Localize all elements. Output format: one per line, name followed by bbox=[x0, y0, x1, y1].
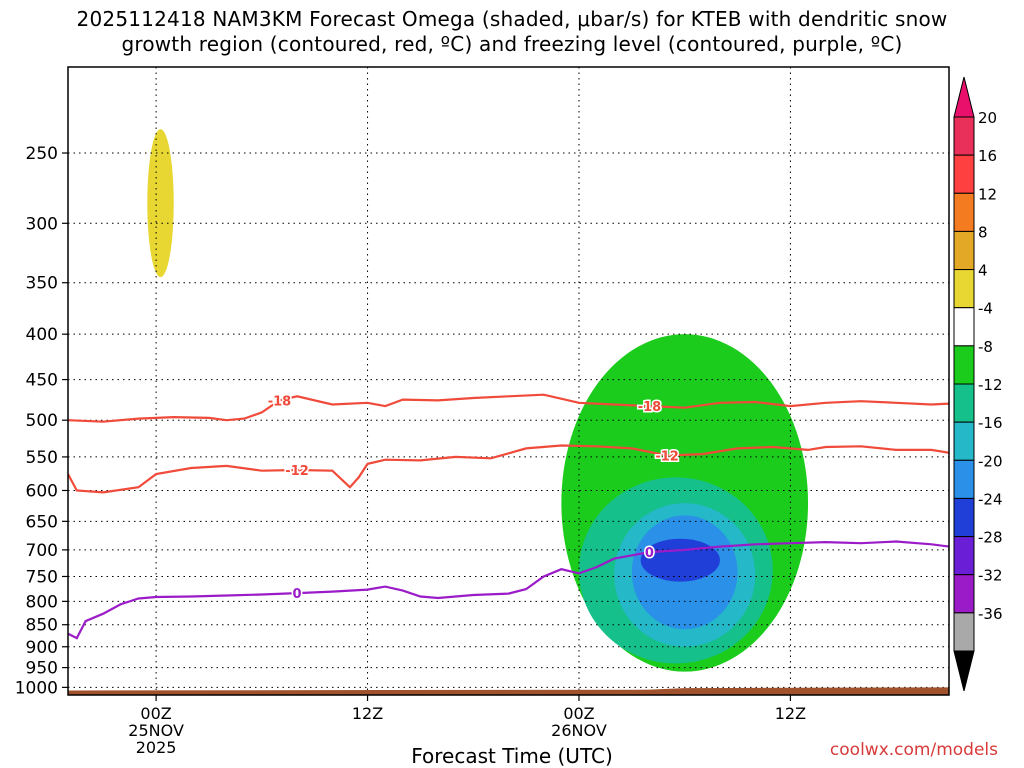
y-tick-label-500: 500 bbox=[26, 411, 58, 431]
contour-label--18-1: -18 bbox=[638, 400, 662, 415]
colorbar-label-13: -36 bbox=[978, 605, 1003, 623]
contour-label-0-0: 0 bbox=[293, 587, 302, 602]
contour-label--18-0: -18 bbox=[268, 394, 292, 409]
x-tick-label-2: 00Z bbox=[563, 704, 594, 723]
y-tick-label-750: 750 bbox=[26, 567, 58, 587]
colorbar-swatch-6 bbox=[953, 345, 975, 385]
contour-label-0-1: 0 bbox=[645, 546, 654, 561]
x-axis-label: Forecast Time (UTC) bbox=[411, 744, 613, 768]
y-tick-label-400: 400 bbox=[26, 325, 58, 345]
colorbar-swatch-10 bbox=[953, 497, 975, 538]
y-tick-label-950: 950 bbox=[26, 659, 58, 679]
plot-frame bbox=[67, 66, 950, 696]
grid-lines bbox=[68, 67, 949, 695]
colorbar-label-7: -12 bbox=[978, 376, 1003, 394]
contour-0 bbox=[68, 540, 949, 640]
colorbar-swatch-9 bbox=[953, 459, 975, 499]
colorbar-swatch-13 bbox=[953, 612, 975, 652]
colorbar-label-0: 20 bbox=[978, 109, 997, 127]
colorbar-label-5: -4 bbox=[978, 300, 993, 318]
colorbar-legend: 20 16 12 8 4 -4 -8 -12 -16 -20 -24 -28 -32 -36 bbox=[953, 76, 1003, 692]
y-axis-ticks: 2503003504004505005506006507007508008509… bbox=[15, 144, 68, 698]
colorbar-swatch-3 bbox=[953, 230, 975, 271]
y-tick-label-250: 250 bbox=[26, 144, 58, 164]
y-tick-label-450: 450 bbox=[26, 371, 58, 391]
colorbar-label-3: 8 bbox=[978, 223, 988, 241]
colorbar-swatch-11 bbox=[953, 536, 975, 576]
ground-surface bbox=[68, 687, 949, 695]
x-tick-date-2: 26NOV bbox=[551, 721, 607, 740]
chart-title-line-1: 2025112418 NAM3KM Forecast Omega (shaded… bbox=[76, 7, 948, 31]
credit-text: coolwx.com/models bbox=[829, 740, 998, 760]
colorbar-swatch-1 bbox=[953, 154, 975, 194]
y-tick-label-600: 600 bbox=[26, 481, 58, 501]
colorbar-label-12: -32 bbox=[978, 567, 1003, 585]
y-tick-label-1000: 1000 bbox=[15, 678, 58, 698]
contour--12 bbox=[68, 444, 949, 494]
x-tick-label-3: 12Z bbox=[775, 704, 806, 723]
colorbar-swatch-12 bbox=[953, 574, 975, 614]
colorbar-label-10: -24 bbox=[978, 490, 1003, 508]
omega-shading bbox=[147, 129, 809, 672]
x-tick-date-0: 25NOV bbox=[128, 721, 184, 740]
colorbar-swatch-4 bbox=[953, 269, 975, 309]
y-tick-label-850: 850 bbox=[26, 616, 58, 636]
contour-label--12-0: -12 bbox=[285, 464, 309, 479]
colorbar-bottom-arrow bbox=[953, 650, 975, 692]
ground-fill bbox=[68, 687, 949, 695]
colorbar-label-11: -28 bbox=[978, 529, 1003, 547]
contour--18 bbox=[68, 393, 949, 423]
x-tick-label-1: 12Z bbox=[352, 704, 383, 723]
y-tick-label-900: 900 bbox=[26, 638, 58, 658]
colorbar-label-6: -8 bbox=[978, 338, 993, 356]
x-tick-label-0: 00Z bbox=[140, 704, 171, 723]
y-tick-label-800: 800 bbox=[26, 592, 58, 612]
x-tick-year-0: 2025 bbox=[136, 738, 177, 757]
colorbar-label-1: 16 bbox=[978, 147, 997, 165]
y-tick-label-350: 350 bbox=[26, 274, 58, 294]
contour-label--12-1: -12 bbox=[655, 450, 679, 465]
y-tick-label-650: 650 bbox=[26, 512, 58, 532]
colorbar-top-arrow bbox=[953, 76, 975, 118]
colorbar-swatch-0 bbox=[953, 116, 975, 156]
colorbar-label-2: 12 bbox=[978, 185, 997, 203]
colorbar-swatch-2 bbox=[953, 192, 975, 232]
colorbar-label-4: 4 bbox=[978, 262, 988, 280]
y-tick-label-550: 550 bbox=[26, 448, 58, 468]
chart-title-line-2: growth region (contoured, red, ºC) and f… bbox=[121, 32, 903, 56]
colorbar-label-9: -20 bbox=[978, 452, 1003, 470]
omega-region-0 bbox=[147, 129, 174, 278]
y-tick-label-700: 700 bbox=[26, 541, 58, 561]
y-tick-label-300: 300 bbox=[26, 214, 58, 234]
temperature-contours: -18 -18 -12 -12 0 0 bbox=[68, 393, 949, 640]
colorbar-swatch-7 bbox=[953, 383, 975, 423]
colorbar-label-8: -16 bbox=[978, 414, 1003, 432]
colorbar-swatch-8 bbox=[953, 421, 975, 461]
colorbar-swatch-5 bbox=[953, 307, 975, 347]
